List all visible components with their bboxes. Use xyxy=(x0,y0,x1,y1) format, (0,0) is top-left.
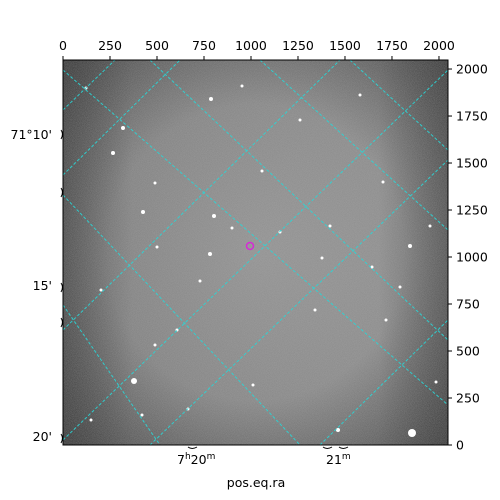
star xyxy=(428,224,432,228)
star xyxy=(121,126,125,130)
top-tick-label: 0 xyxy=(59,38,67,53)
star xyxy=(230,226,234,230)
star xyxy=(212,214,216,218)
star xyxy=(384,318,388,322)
star xyxy=(153,343,157,347)
right-tick-label: 1500 xyxy=(456,156,488,171)
star xyxy=(320,256,324,260)
right-axis: 0 250 500 750 1000 1250 1500 1750 2000 xyxy=(448,62,488,453)
star xyxy=(358,93,362,97)
grid-line xyxy=(259,60,448,231)
right-tick-label: 500 xyxy=(456,344,480,359)
dec-label-3: 20' xyxy=(33,429,52,444)
top-tick-label: 750 xyxy=(192,38,216,53)
star xyxy=(240,84,244,88)
top-tick-label: 1250 xyxy=(282,38,314,53)
coordinate-grid xyxy=(63,60,448,445)
dec-label-2: 15' xyxy=(33,278,52,293)
stars xyxy=(84,84,438,437)
star xyxy=(155,245,159,249)
star xyxy=(336,428,340,432)
left-axis: 71°10' 15' 20' xyxy=(11,127,63,444)
x-axis-title: pos.eq.ra xyxy=(227,475,285,490)
ra-label-2: 21m xyxy=(326,452,351,467)
right-tick-label: 250 xyxy=(456,391,480,406)
grid-line xyxy=(63,69,448,406)
star xyxy=(111,151,115,155)
star xyxy=(198,279,202,283)
right-tick-label: 1000 xyxy=(456,250,488,265)
top-tick-label: 1500 xyxy=(329,38,361,53)
grid-line xyxy=(63,304,161,445)
star xyxy=(298,118,302,122)
right-tick-label: 750 xyxy=(456,297,480,312)
right-tick-label: 1750 xyxy=(456,109,488,124)
sky-image xyxy=(63,60,448,445)
top-tick-label: 1000 xyxy=(235,38,267,53)
top-tick-label: 1750 xyxy=(376,38,408,53)
star xyxy=(328,224,332,228)
top-axis: 0 250 500 750 1000 1250 1500 1750 2000 xyxy=(59,38,455,60)
star xyxy=(398,285,402,289)
grid-line xyxy=(63,194,301,445)
star xyxy=(408,429,416,437)
grid-line xyxy=(63,60,341,331)
grid-line xyxy=(63,60,116,111)
star xyxy=(313,308,317,312)
right-tick-label: 0 xyxy=(456,438,464,453)
top-tick-label: 500 xyxy=(145,38,169,53)
star xyxy=(251,383,255,387)
star xyxy=(209,97,213,101)
star xyxy=(141,210,145,214)
star xyxy=(99,288,103,292)
right-tick-label: 1250 xyxy=(456,203,488,218)
right-tick-label: 2000 xyxy=(456,62,488,77)
dec-label-1: 71°10' xyxy=(11,127,53,142)
target-marker xyxy=(245,241,255,251)
star xyxy=(131,378,137,384)
star xyxy=(140,413,144,417)
grid-line xyxy=(349,60,448,151)
star xyxy=(370,265,374,269)
grid-line xyxy=(149,159,448,445)
star xyxy=(260,169,264,173)
bottom-axis: 7h20m 21m pos.eq.ra xyxy=(177,446,351,490)
top-tick-label: 250 xyxy=(98,38,122,53)
ra-label-1: 7h20m xyxy=(177,452,215,467)
star xyxy=(408,244,412,248)
grid-line xyxy=(149,60,448,341)
star xyxy=(153,181,157,185)
plot-frame xyxy=(62,59,449,446)
star xyxy=(434,380,438,384)
star xyxy=(89,418,93,422)
star xyxy=(208,252,212,256)
grid-line xyxy=(63,60,181,176)
star xyxy=(381,180,385,184)
top-tick-label: 2000 xyxy=(423,38,455,53)
grid-line xyxy=(63,69,448,441)
